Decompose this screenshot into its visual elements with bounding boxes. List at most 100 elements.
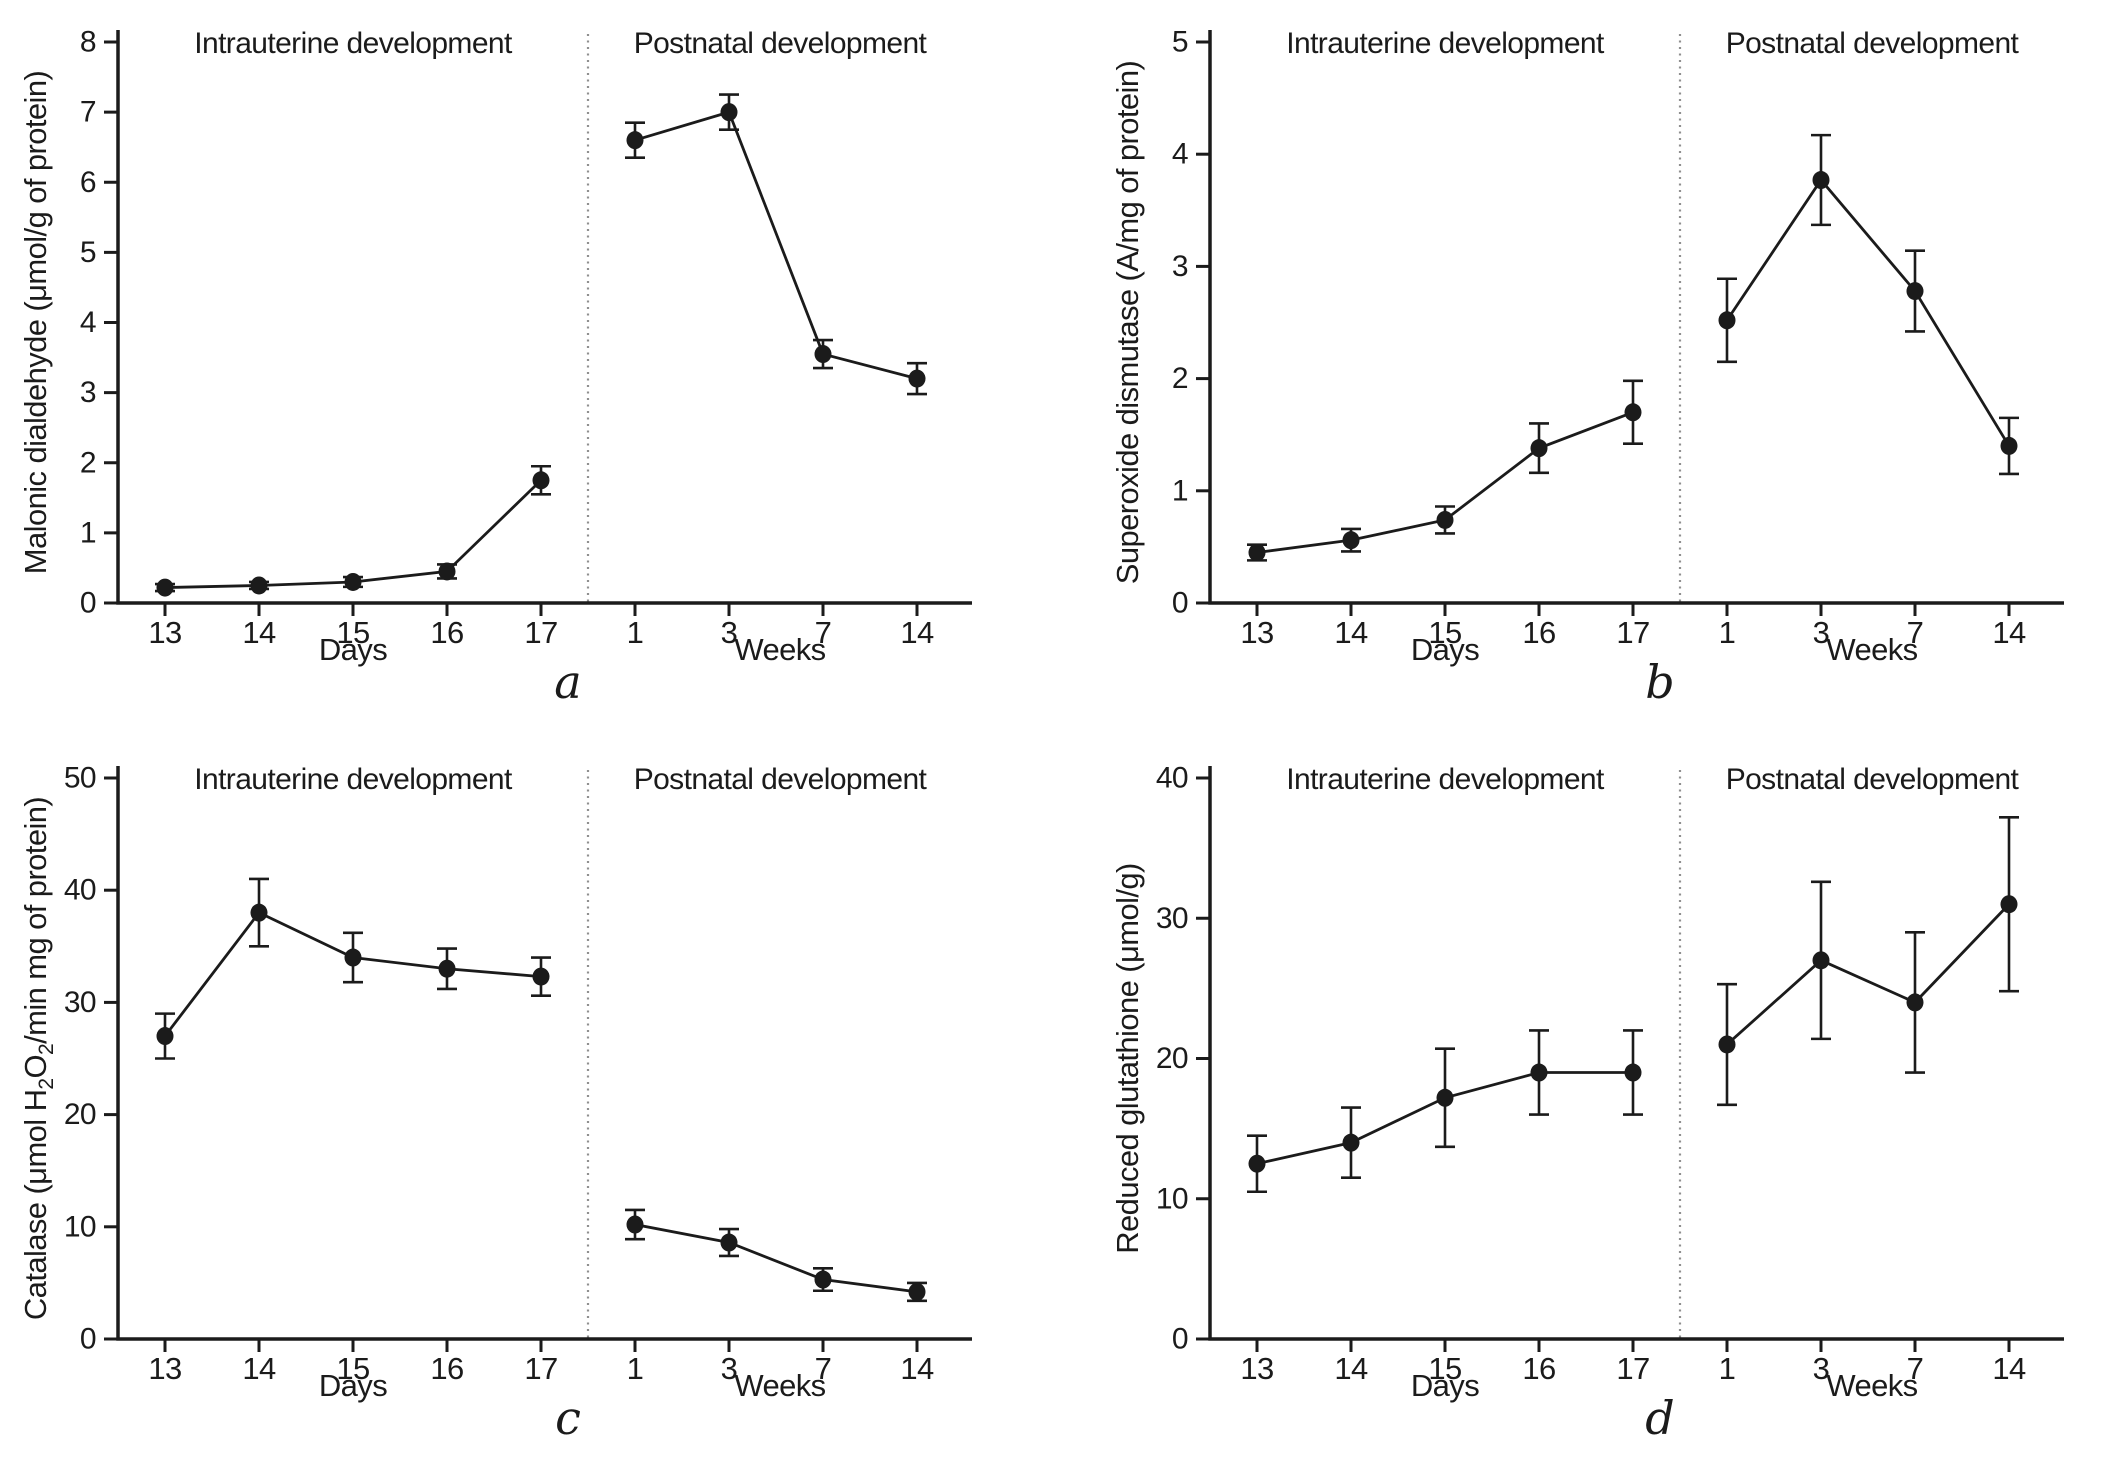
y-tick-label: 1 <box>80 516 96 549</box>
section-header: Postnatal development <box>634 763 928 796</box>
x-tick-label: 17 <box>524 615 557 650</box>
y-tick-label: 2 <box>80 446 96 479</box>
data-point-marker <box>1436 510 1454 529</box>
series-line <box>164 479 542 589</box>
x-tick-label: 13 <box>148 615 181 650</box>
y-tick-label: 5 <box>1172 26 1188 59</box>
y-tick-label: 40 <box>1156 762 1188 795</box>
data-point-marker <box>250 903 268 922</box>
data-point-marker <box>344 948 362 967</box>
axis-unit-label: Days <box>319 632 387 667</box>
section-header: Intrauterine development <box>1286 27 1605 60</box>
y-tick-label: 0 <box>80 587 96 620</box>
data-point-marker <box>1718 1035 1736 1054</box>
x-tick-label: 17 <box>1616 1351 1649 1386</box>
data-point-marker <box>250 576 268 595</box>
data-point-marker <box>1530 439 1548 458</box>
data-point-marker <box>626 131 644 150</box>
x-tick-label: 13 <box>148 1351 181 1386</box>
data-point-marker <box>1248 543 1266 562</box>
x-tick-label: 3 <box>721 1351 738 1386</box>
y-tick-label: 0 <box>80 1323 96 1356</box>
chart-panel-2: 0 1 2 3 4 5 Intrauterine development Days 13 14 15… <box>1062 0 2124 736</box>
series-line <box>634 1223 918 1294</box>
y-axis-title: Catalase (μmol H2O2/min mg of protein) <box>18 797 58 1320</box>
data-point-marker <box>1906 993 1924 1012</box>
chart-panel-3: 0 10 20 30 40 50 Intrauterine development Days 1… <box>0 736 1062 1472</box>
x-tick-label: 7 <box>815 1351 832 1386</box>
axis-line <box>116 766 972 1341</box>
y-tick-label: 30 <box>1156 902 1188 935</box>
x-tick-label: 3 <box>1813 1351 1830 1386</box>
data-point-marker <box>1530 1063 1548 1082</box>
x-tick-label: 16 <box>1522 1351 1555 1386</box>
data-point-marker <box>908 369 926 388</box>
x-tick-label: 15 <box>336 1351 369 1386</box>
x-tick-label: 17 <box>524 1351 557 1386</box>
y-axis-title: Reduced glutathione (μmol/g) <box>1110 863 1145 1254</box>
x-tick-label: 3 <box>1813 615 1830 650</box>
x-tick-label: 14 <box>1992 615 2026 650</box>
data-point-marker <box>1624 403 1642 422</box>
data-point-marker <box>532 471 550 490</box>
data-point-marker <box>532 967 550 986</box>
axis-unit-label: Weeks <box>1826 632 1917 667</box>
data-point-marker <box>2000 436 2018 455</box>
x-tick-label: 7 <box>1907 615 1924 650</box>
y-tick-label: 2 <box>1172 362 1188 395</box>
axis-unit-label: Weeks <box>734 632 825 667</box>
data-point-marker <box>1906 282 1924 301</box>
axis-unit-label: Days <box>1411 632 1479 667</box>
x-tick-label: 14 <box>1334 1351 1368 1386</box>
panel-letter: c <box>555 1391 581 1445</box>
x-tick-label: 14 <box>242 615 276 650</box>
section-header: Intrauterine development <box>194 27 513 60</box>
y-tick-label: 8 <box>80 26 96 59</box>
y-tick-label: 6 <box>80 166 96 199</box>
data-point-marker <box>156 1027 174 1046</box>
y-axis-title: Superoxide dismutase (A/mg of protein) <box>1110 61 1145 584</box>
y-tick-label: 7 <box>80 96 96 129</box>
x-tick-label: 15 <box>1428 615 1461 650</box>
x-tick-label: 1 <box>627 1351 644 1386</box>
x-tick-label: 16 <box>430 1351 463 1386</box>
y-tick-label: 0 <box>1172 587 1188 620</box>
x-tick-label: 1 <box>1719 615 1736 650</box>
y-tick-label: 20 <box>1156 1042 1188 1075</box>
y-tick-label: 3 <box>1172 250 1188 283</box>
data-point-marker <box>814 345 832 364</box>
x-tick-label: 16 <box>1522 615 1555 650</box>
y-tick-label: 20 <box>64 1098 96 1131</box>
y-axis-title: Malonic dialdehyde (μmol/g of protein) <box>18 71 53 574</box>
data-point-marker <box>344 572 362 591</box>
data-point-marker <box>1718 311 1736 330</box>
x-tick-label: 14 <box>1992 1351 2026 1386</box>
panel-letter: b <box>1645 655 1674 709</box>
y-tick-label: 10 <box>1156 1182 1188 1215</box>
x-tick-label: 14 <box>900 615 934 650</box>
data-point-marker <box>1342 531 1360 550</box>
x-tick-label: 7 <box>1907 1351 1924 1386</box>
series-line <box>1725 177 2011 447</box>
data-point-marker <box>814 1270 832 1289</box>
data-point-marker <box>1624 1063 1642 1082</box>
x-tick-label: 14 <box>242 1351 276 1386</box>
y-tick-label: 1 <box>1172 474 1188 507</box>
y-tick-label: 5 <box>80 236 96 269</box>
series-line <box>1726 903 2011 1046</box>
axis-unit-label: Days <box>319 1368 387 1403</box>
data-point-marker <box>438 959 456 978</box>
y-tick-label: 10 <box>64 1210 96 1243</box>
data-point-marker <box>2000 895 2018 914</box>
y-tick-label: 30 <box>64 986 96 1019</box>
series-line <box>634 110 918 380</box>
axis-line <box>116 30 972 605</box>
x-tick-label: 14 <box>900 1351 934 1386</box>
y-tick-label: 0 <box>1172 1323 1188 1356</box>
axis-unit-label: Weeks <box>734 1368 825 1403</box>
